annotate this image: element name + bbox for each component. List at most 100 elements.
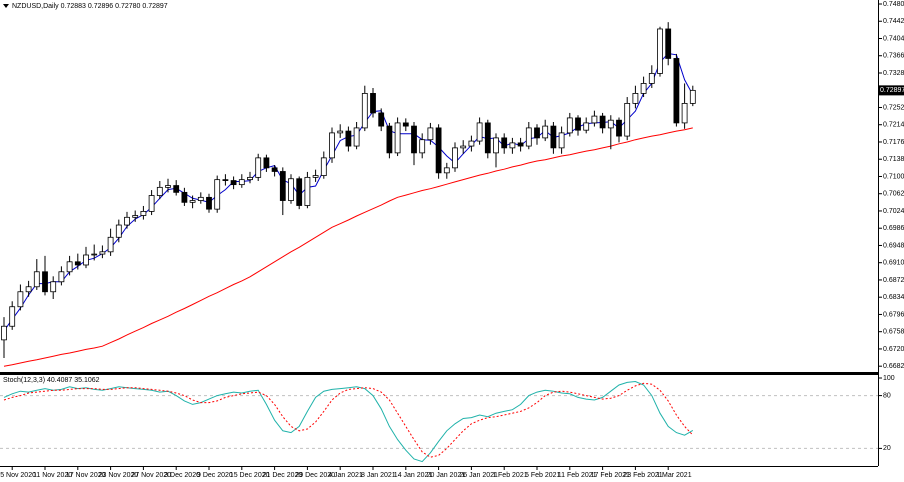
candle-body [386, 125, 393, 154]
candle-body [370, 93, 376, 114]
candle-body [337, 130, 344, 134]
candle-body [255, 157, 262, 178]
candle-body [452, 147, 458, 169]
x-tick-label: 11 Nov 2020 [33, 472, 72, 479]
x-tick-label: 5 Feb 2021 [525, 472, 561, 479]
x-tick-label: 8 Jan 2021 [361, 472, 396, 479]
candle-body [320, 157, 327, 176]
candle-body [33, 271, 40, 288]
candle-body [484, 122, 491, 154]
candle-body [214, 179, 221, 210]
candle-body [681, 102, 688, 124]
title-icon [3, 4, 9, 8]
indicator-title: Stoch(12,3,3) 40.4087 35.1062 [3, 377, 100, 384]
candle-body [173, 185, 180, 193]
candle-body [238, 179, 245, 186]
candle-body [493, 137, 499, 154]
candle-body [124, 216, 130, 226]
candle-body [443, 167, 450, 174]
candle-body [181, 191, 188, 203]
candle-body [329, 132, 335, 159]
candle-body [115, 224, 122, 238]
candle-body [411, 125, 417, 154]
candle-body [312, 175, 319, 178]
candle-body [501, 137, 508, 149]
candle-body [402, 122, 409, 127]
x-tick-label: 17 Nov 2020 [66, 472, 106, 479]
candle-body [288, 178, 294, 201]
y-tick-label: 20 [883, 445, 891, 452]
candle-body [50, 281, 57, 293]
candle-body [189, 200, 196, 203]
x-tick-label: 5 Nov 2020 [0, 472, 36, 479]
current-price-label: 0.72897 [880, 87, 904, 94]
x-tick-label: 4 Jan 2021 [328, 472, 363, 479]
x-tick-label: 11 Feb 2021 [558, 472, 597, 479]
current-price-box [879, 85, 904, 96]
candle-body [222, 179, 229, 181]
candle-body [435, 127, 442, 174]
candle-body [550, 125, 557, 149]
candle-body [673, 58, 680, 124]
x-tick-label: 23 Feb 2021 [623, 472, 662, 479]
candle-body [271, 167, 278, 172]
y-tick-label: 100 [883, 375, 895, 382]
candle-body [648, 73, 655, 84]
candle-body [665, 28, 672, 59]
candle-body [616, 119, 622, 137]
x-tick-label: 15 Dec 2020 [230, 472, 270, 479]
candle-body [58, 271, 65, 283]
candle-body [542, 125, 549, 139]
candle-body [296, 178, 303, 206]
candle-body [83, 254, 89, 266]
x-tick-label: 20 Jan 2021 [427, 472, 466, 479]
candle-body [468, 140, 475, 147]
candle-body [66, 261, 73, 273]
x-tick-label: 21 Dec 2020 [263, 472, 303, 479]
candle-body [509, 142, 516, 149]
candle-body [263, 157, 270, 169]
candle-body [148, 195, 155, 212]
candle-body [591, 115, 598, 124]
candle-body [345, 130, 352, 147]
x-tick-label: 1 Mar 2021 [656, 472, 692, 479]
candle-body [599, 115, 606, 129]
candle-body [197, 196, 204, 201]
candle-body [107, 236, 114, 253]
x-tick-label: 3 Dec 2020 [164, 472, 200, 479]
candle-body [632, 93, 639, 104]
candle-body [132, 215, 139, 218]
candle-body [657, 28, 663, 74]
candle-body [17, 291, 24, 308]
candle-body [689, 89, 696, 104]
x-tick-label: 29 Dec 2020 [295, 472, 335, 479]
candle-body [378, 112, 385, 127]
candle-body [140, 211, 147, 216]
candle-body [624, 102, 631, 137]
stochastic-line [3, 380, 694, 463]
candle-body [534, 127, 540, 139]
candle-body [583, 122, 590, 131]
candle-body [1, 325, 7, 341]
candle-body [525, 127, 532, 147]
candle-body [427, 127, 434, 141]
candle-body [558, 132, 565, 149]
candle-body [25, 286, 32, 293]
y-tick-label: 80 [883, 392, 891, 399]
panel-separator [0, 372, 878, 375]
